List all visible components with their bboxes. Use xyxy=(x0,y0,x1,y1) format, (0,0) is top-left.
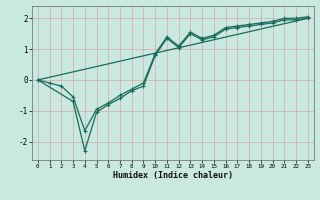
X-axis label: Humidex (Indice chaleur): Humidex (Indice chaleur) xyxy=(113,171,233,180)
